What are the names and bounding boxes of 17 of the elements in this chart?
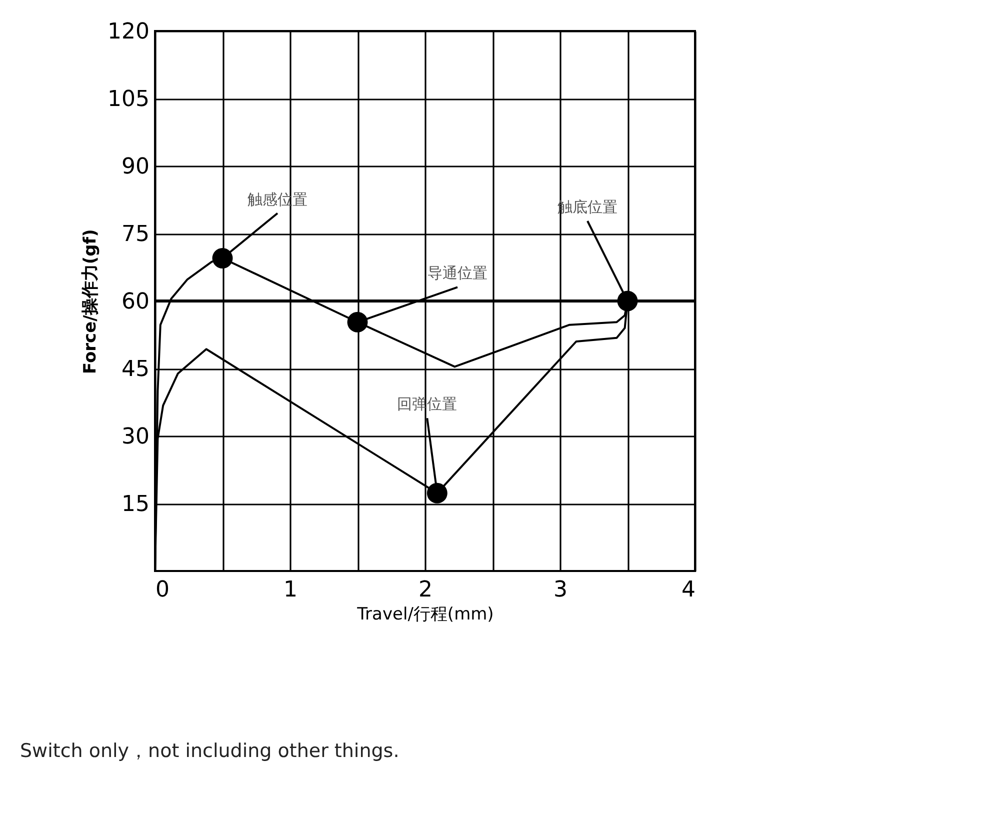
x-tick-label: 4 — [682, 578, 696, 602]
y-tick-label: 45 — [122, 357, 150, 382]
y-tick-label: 15 — [122, 492, 150, 517]
y-tick-label: 105 — [108, 87, 150, 112]
x-tick-label: 3 — [554, 578, 568, 602]
y-tick-label: 30 — [122, 424, 150, 450]
x-axis-title: Travel/行程(mm) — [356, 604, 494, 624]
x-tick-label: 0 — [156, 578, 170, 602]
y-axis-title: Force/操作力(gf) — [80, 229, 101, 374]
annotation: 导通位置 — [428, 264, 488, 282]
y-tick-label: 75 — [122, 222, 150, 247]
x-tick-label: 2 — [418, 578, 432, 602]
y-tick-label: 90 — [122, 154, 150, 180]
y-tick-label: 60 — [122, 290, 150, 314]
x-tick-label: 1 — [284, 578, 298, 602]
y-tick-label: 120 — [108, 20, 150, 44]
text: Switch only，not including other things. — [20, 740, 400, 762]
